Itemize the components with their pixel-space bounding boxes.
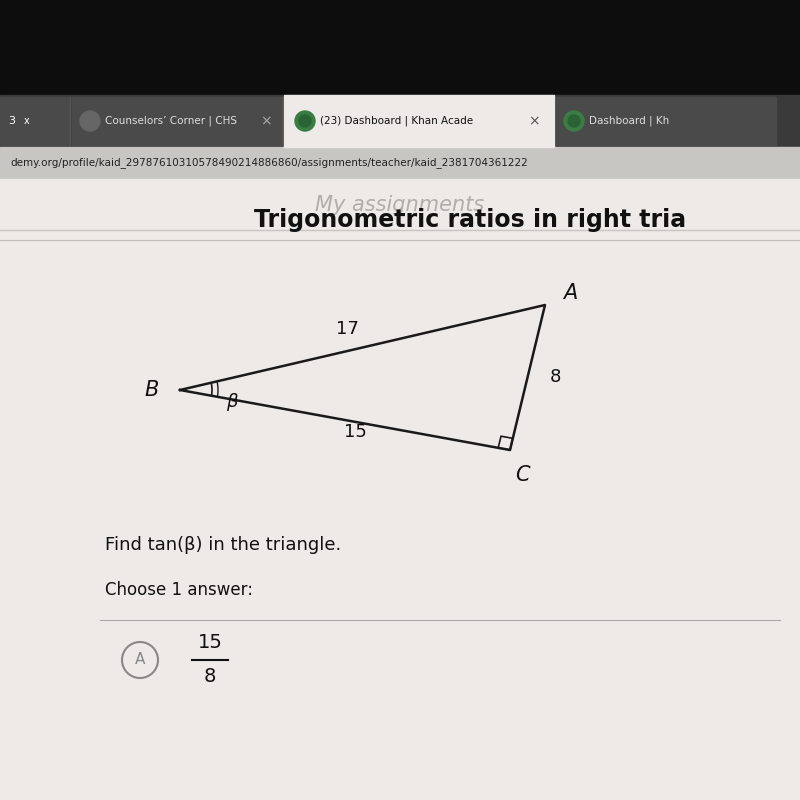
Bar [0, 0, 800, 95]
Text: 8: 8 [204, 667, 216, 686]
Text: 3: 3 [8, 116, 15, 126]
Bar [0, 97, 70, 145]
Text: Dashboard | Kh: Dashboard | Kh [589, 116, 670, 126]
Bar [0, 95, 800, 147]
Bar [0, 179, 800, 800]
Circle shape [568, 115, 580, 127]
Text: 15: 15 [198, 634, 222, 653]
Text: A: A [563, 283, 577, 303]
Text: 15: 15 [343, 423, 366, 441]
Text: β: β [226, 393, 238, 411]
Text: ×: × [260, 114, 272, 128]
Text: C: C [514, 465, 530, 485]
Bar [284, 95, 554, 147]
Text: 8: 8 [550, 369, 561, 386]
Bar [72, 97, 282, 145]
Text: A: A [135, 653, 145, 667]
Bar [0, 147, 800, 179]
Text: B: B [145, 380, 159, 400]
Text: Choose 1 answer:: Choose 1 answer: [105, 581, 253, 599]
Text: My assignments: My assignments [315, 195, 485, 215]
Text: demy.org/profile/kaid_29787610310578490214886860/assignments/teacher/kaid_238170: demy.org/profile/kaid_297876103105784902… [10, 158, 528, 169]
Text: (23) Dashboard | Khan Acade: (23) Dashboard | Khan Acade [320, 116, 473, 126]
Text: Find tan(β) in the triangle.: Find tan(β) in the triangle. [105, 536, 342, 554]
Bar [556, 97, 776, 145]
Circle shape [564, 111, 584, 131]
Text: ×: × [528, 114, 540, 128]
Text: x: x [24, 116, 30, 126]
Circle shape [80, 111, 100, 131]
Text: Counselors’ Corner | CHS: Counselors’ Corner | CHS [105, 116, 237, 126]
Text: 17: 17 [336, 321, 359, 338]
Circle shape [299, 115, 311, 127]
Text: Trigonometric ratios in right tria: Trigonometric ratios in right tria [254, 208, 686, 232]
Circle shape [295, 111, 315, 131]
